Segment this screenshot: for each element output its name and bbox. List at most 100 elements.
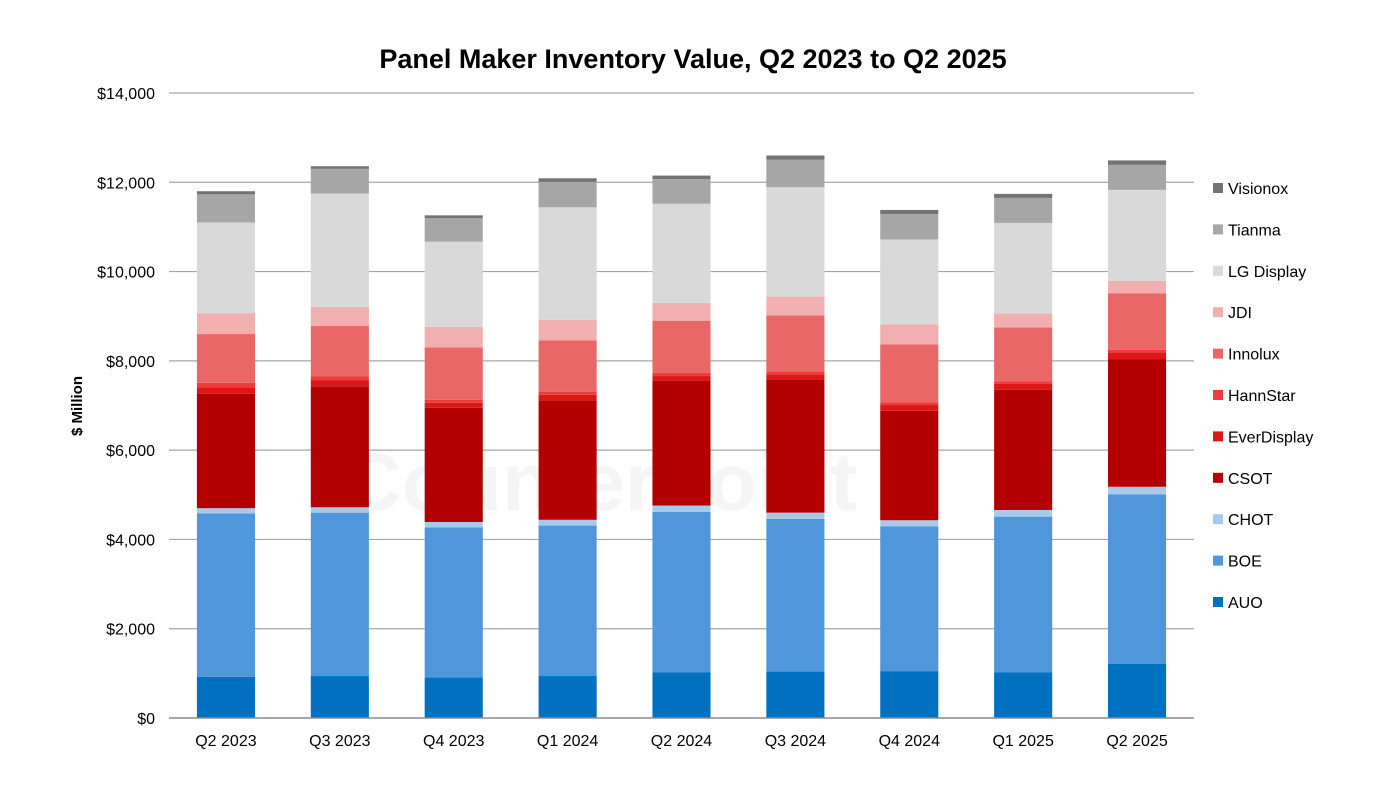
bar-segment-csot [196, 393, 255, 509]
bar-segment-csot [538, 400, 597, 520]
bar-segment-lg-display [424, 241, 483, 327]
bar-segment-lg-display [310, 193, 369, 307]
bar-segment-auo [994, 672, 1053, 718]
bar-segment-auo [196, 676, 255, 718]
legend-label: EverDisplay [1228, 429, 1313, 446]
bar-segment-visionox [994, 193, 1053, 198]
bar-segment-hannstar [1108, 349, 1167, 353]
bar-segment-jdi [994, 313, 1053, 328]
bar-segment-tianma [424, 218, 483, 242]
bar-segment-hannstar [652, 372, 711, 377]
bar-segment-chot [652, 505, 711, 512]
bar-segment-lg-display [196, 222, 255, 314]
legend-label: CSOT [1228, 471, 1273, 488]
bar-segment-innolux [652, 320, 711, 373]
bar-segment-everdisplay [538, 394, 597, 401]
bar-segment-hannstar [880, 402, 939, 406]
bar-segment-innolux [994, 327, 1053, 382]
x-tick-label: Q2 2023 [195, 733, 256, 750]
bar-segment-jdi [310, 306, 369, 327]
y-tick-label: $14,000 [97, 86, 155, 103]
legend-swatch [1213, 307, 1223, 318]
y-tick-label: $12,000 [97, 175, 155, 192]
y-tick-label: $2,000 [106, 622, 155, 639]
bar-segment-lg-display [994, 222, 1053, 314]
bars [196, 155, 1167, 718]
bar-segment-hannstar [196, 382, 255, 388]
bar-segment-boe [424, 527, 483, 678]
bar-segment-everdisplay [880, 405, 939, 411]
bar-segment-innolux [424, 347, 483, 400]
legend-swatch [1213, 348, 1223, 359]
bar-segment-innolux [766, 315, 825, 372]
bar-segment-boe [538, 525, 597, 677]
bar-segment-tianma [766, 159, 825, 188]
bar-segment-tianma [1108, 164, 1167, 190]
legend-label: JDI [1228, 305, 1252, 322]
x-tick-label: Q1 2025 [992, 733, 1053, 750]
bar-segment-visionox [652, 175, 711, 180]
legend: Visionox Tianma LG Display JDI Innolux HannSt… [1213, 181, 1313, 612]
legend-label: LG Display [1228, 264, 1306, 281]
bar-segment-innolux [196, 334, 255, 383]
bar-segment-chot [1108, 486, 1167, 495]
bar-segment-innolux [1108, 293, 1167, 350]
bar-segment-innolux [880, 344, 939, 403]
bar-segment-auo [652, 672, 711, 718]
bar-segment-lg-display [652, 203, 711, 303]
bar-segment-tianma [538, 181, 597, 208]
bar-segment-hannstar [994, 381, 1053, 384]
bar-segment-csot [652, 380, 711, 506]
bar-segment-boe [196, 513, 255, 677]
bar-segment-auo [538, 676, 597, 718]
bar-segment-everdisplay [424, 402, 483, 408]
y-tick-label: $4,000 [106, 532, 155, 549]
bar-segment-visionox [880, 209, 939, 214]
bar-segment-auo [1108, 663, 1167, 718]
bar-segment-innolux [538, 340, 597, 392]
bar-segment-jdi [652, 302, 711, 321]
bar-segment-everdisplay [652, 376, 711, 381]
bar-segment-chot [424, 522, 483, 528]
bar-segment-boe [880, 526, 939, 672]
axes: $0 $2,000 $4,000 $6,000 $8,000 $10,000 $12,000… [97, 86, 1194, 750]
bar-segment-chot [538, 519, 597, 526]
y-tick-label: $10,000 [97, 265, 155, 282]
x-tick-label: Q2 2024 [651, 733, 712, 750]
bar-segment-csot [880, 410, 939, 521]
bar-segment-chot [196, 508, 255, 514]
bar-segment-csot [424, 407, 483, 523]
bar-segment-lg-display [880, 239, 939, 325]
legend-label: CHOT [1228, 512, 1274, 529]
bar-segment-chot [310, 507, 369, 513]
bar-segment-hannstar [310, 376, 369, 381]
bar-segment-auo [766, 671, 825, 718]
bar-segment-innolux [310, 326, 369, 377]
bar-segment-boe [766, 518, 825, 672]
bar-segment-auo [880, 671, 939, 718]
bar-segment-everdisplay [310, 380, 369, 387]
bar-segment-lg-display [1108, 189, 1167, 281]
bar-segment-hannstar [766, 371, 825, 375]
legend-swatch [1213, 431, 1223, 442]
legend-label: HannStar [1228, 388, 1296, 405]
bar-segment-csot [994, 389, 1053, 510]
bar-segment-visionox [766, 155, 825, 160]
bar-segment-tianma [196, 194, 255, 223]
bar-segment-tianma [310, 168, 369, 194]
bar-segment-boe [652, 511, 711, 673]
x-tick-label: Q3 2023 [309, 733, 370, 750]
bar-segment-visionox [1108, 160, 1167, 165]
bar-segment-tianma [880, 213, 939, 240]
legend-swatch [1213, 183, 1223, 193]
bar-segment-visionox [310, 166, 369, 169]
legend-swatch [1213, 265, 1223, 276]
legend-swatch [1213, 472, 1223, 483]
bar-segment-hannstar [538, 391, 597, 395]
legend-swatch [1213, 514, 1223, 525]
y-tick-label: $0 [137, 711, 155, 728]
bar-segment-chot [880, 520, 939, 527]
legend-label: Visionox [1228, 181, 1288, 198]
bar-segment-auo [424, 677, 483, 718]
